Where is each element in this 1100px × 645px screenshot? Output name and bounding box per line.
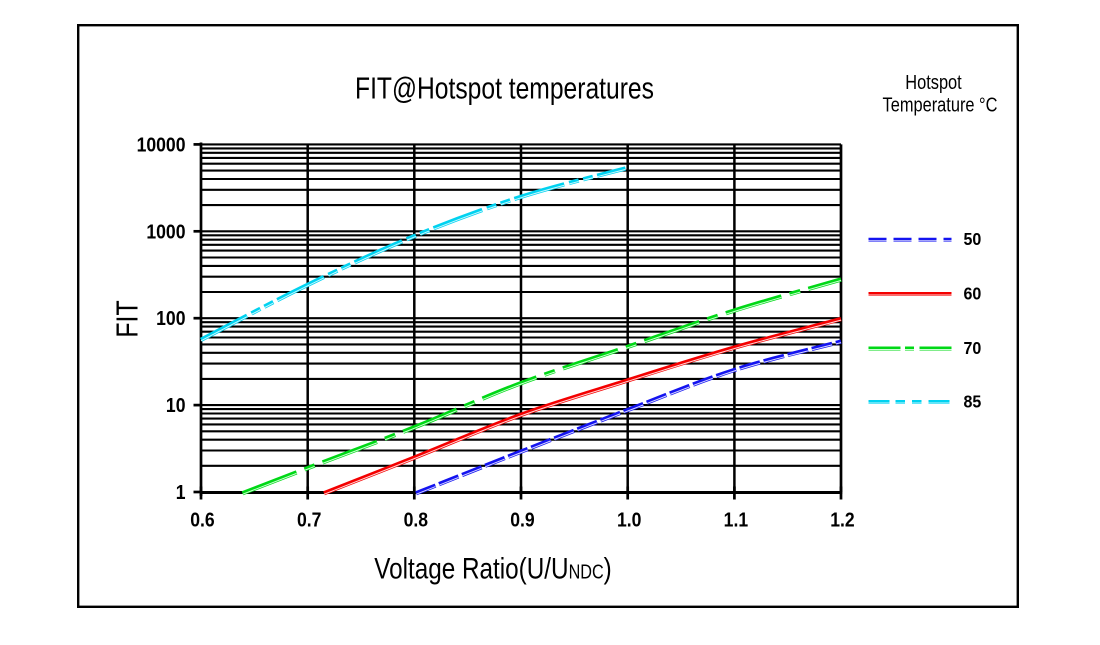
svg-text:FIT: FIT [110,300,144,337]
svg-text:1000: 1000 [146,220,185,242]
svg-text:1.2: 1.2 [830,508,854,530]
svg-text:85: 85 [963,392,981,412]
svg-text:0.7: 0.7 [297,508,321,530]
svg-text:0.9: 0.9 [510,508,534,530]
svg-text:100: 100 [156,307,185,329]
svg-text:50: 50 [963,229,981,249]
svg-text:1.1: 1.1 [724,508,748,530]
svg-text:10: 10 [166,394,186,416]
svg-text:0.8: 0.8 [404,508,428,530]
svg-text:Hotspot: Hotspot [905,70,961,93]
svg-text:1: 1 [176,481,186,503]
svg-text:1.0: 1.0 [617,508,641,530]
svg-text:0.6: 0.6 [190,508,214,530]
svg-text:FIT@Hotspot temperatures: FIT@Hotspot temperatures [355,71,654,105]
svg-text:70: 70 [963,338,981,358]
svg-text:60: 60 [963,284,981,304]
svg-text:Temperature °C: Temperature °C [883,93,998,116]
svg-text:10000: 10000 [137,133,186,155]
